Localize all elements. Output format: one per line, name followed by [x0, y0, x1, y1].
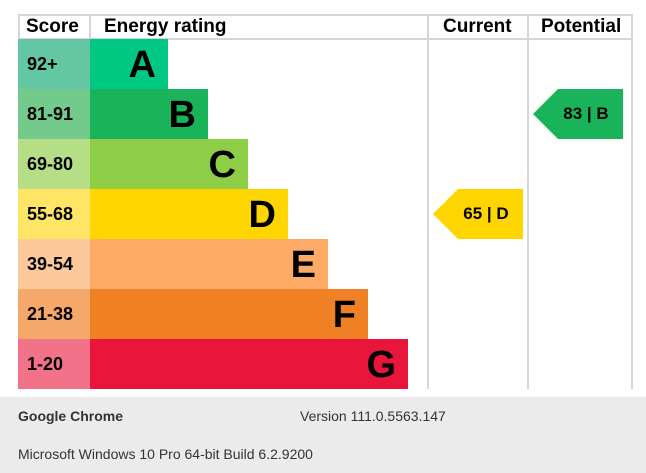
- score-range-d: 55-68: [18, 189, 90, 239]
- score-range-e: 39-54: [18, 239, 90, 289]
- browser-name: Google Chrome: [18, 408, 124, 424]
- score-range-g: 1-20: [18, 339, 90, 389]
- divider: [427, 14, 429, 389]
- score-range-f: 21-38: [18, 289, 90, 339]
- score-range-c: 69-80: [18, 139, 90, 189]
- divider: [89, 14, 91, 39]
- header-score: Score: [26, 16, 79, 37]
- score-range-a: 92+: [18, 39, 90, 89]
- score-range-b: 81-91: [18, 89, 90, 139]
- rating-bar-g: G: [90, 339, 408, 389]
- footer: Google Chrome Version 111.0.5563.147 Mic…: [0, 397, 646, 473]
- rating-bar-e: E: [90, 239, 328, 289]
- divider: [631, 14, 633, 389]
- header-current: Current: [443, 16, 512, 37]
- header-potential: Potential: [541, 16, 622, 37]
- rating-bar-c: C: [90, 139, 248, 189]
- browser-version: Version 111.0.5563.147: [300, 408, 446, 424]
- table-border: [18, 14, 632, 389]
- rating-bar-b: B: [90, 89, 208, 139]
- rating-bar-a: A: [90, 39, 168, 89]
- rating-bar-f: F: [90, 289, 368, 339]
- divider: [527, 14, 529, 389]
- header-divider: [18, 38, 632, 40]
- header-energy-rating: Energy rating: [104, 16, 227, 37]
- rating-bar-d: D: [90, 189, 288, 239]
- os-info: Microsoft Windows 10 Pro 64-bit Build 6.…: [18, 446, 313, 462]
